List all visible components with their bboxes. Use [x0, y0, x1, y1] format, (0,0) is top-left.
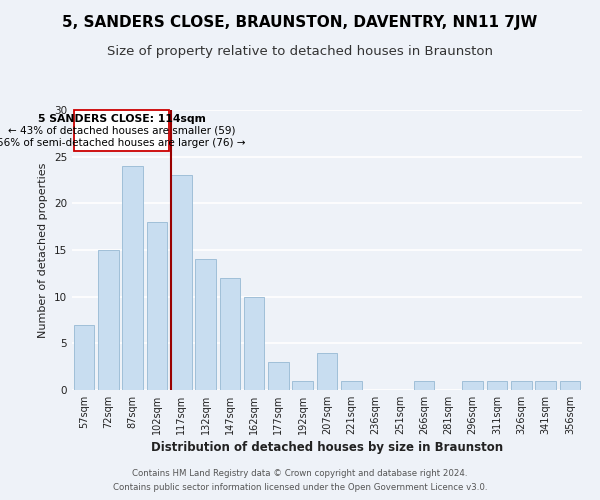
- Text: Contains HM Land Registry data © Crown copyright and database right 2024.: Contains HM Land Registry data © Crown c…: [132, 468, 468, 477]
- Bar: [146, 222, 167, 390]
- Text: 56% of semi-detached houses are larger (76) →: 56% of semi-detached houses are larger (…: [0, 138, 246, 148]
- Bar: [268, 362, 289, 390]
- Bar: [74, 324, 94, 390]
- Text: Size of property relative to detached houses in Braunston: Size of property relative to detached ho…: [107, 45, 493, 58]
- Bar: [341, 380, 362, 390]
- Bar: [511, 380, 532, 390]
- Bar: [244, 296, 265, 390]
- Text: Contains public sector information licensed under the Open Government Licence v3: Contains public sector information licen…: [113, 484, 487, 492]
- Bar: [560, 380, 580, 390]
- Bar: [463, 380, 483, 390]
- Text: 5 SANDERS CLOSE: 114sqm: 5 SANDERS CLOSE: 114sqm: [38, 114, 205, 124]
- Bar: [171, 176, 191, 390]
- Bar: [98, 250, 119, 390]
- Bar: [195, 260, 216, 390]
- X-axis label: Distribution of detached houses by size in Braunston: Distribution of detached houses by size …: [151, 441, 503, 454]
- Bar: [122, 166, 143, 390]
- Text: ← 43% of detached houses are smaller (59): ← 43% of detached houses are smaller (59…: [8, 126, 235, 136]
- Bar: [220, 278, 240, 390]
- Bar: [317, 352, 337, 390]
- Text: 5, SANDERS CLOSE, BRAUNSTON, DAVENTRY, NN11 7JW: 5, SANDERS CLOSE, BRAUNSTON, DAVENTRY, N…: [62, 15, 538, 30]
- Y-axis label: Number of detached properties: Number of detached properties: [38, 162, 49, 338]
- Bar: [535, 380, 556, 390]
- FancyBboxPatch shape: [74, 110, 169, 151]
- Bar: [414, 380, 434, 390]
- Bar: [292, 380, 313, 390]
- Bar: [487, 380, 508, 390]
